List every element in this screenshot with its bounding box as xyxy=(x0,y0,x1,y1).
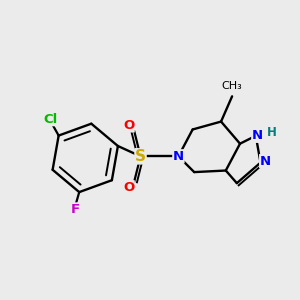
Text: O: O xyxy=(123,119,134,132)
Text: H: H xyxy=(267,126,277,139)
Text: N: N xyxy=(173,150,184,163)
Text: O: O xyxy=(123,181,134,194)
Text: CH₃: CH₃ xyxy=(222,81,242,91)
Text: Cl: Cl xyxy=(44,112,58,126)
Text: S: S xyxy=(135,149,146,164)
Text: F: F xyxy=(71,203,80,216)
Text: N: N xyxy=(260,154,271,168)
Text: N: N xyxy=(252,129,263,142)
